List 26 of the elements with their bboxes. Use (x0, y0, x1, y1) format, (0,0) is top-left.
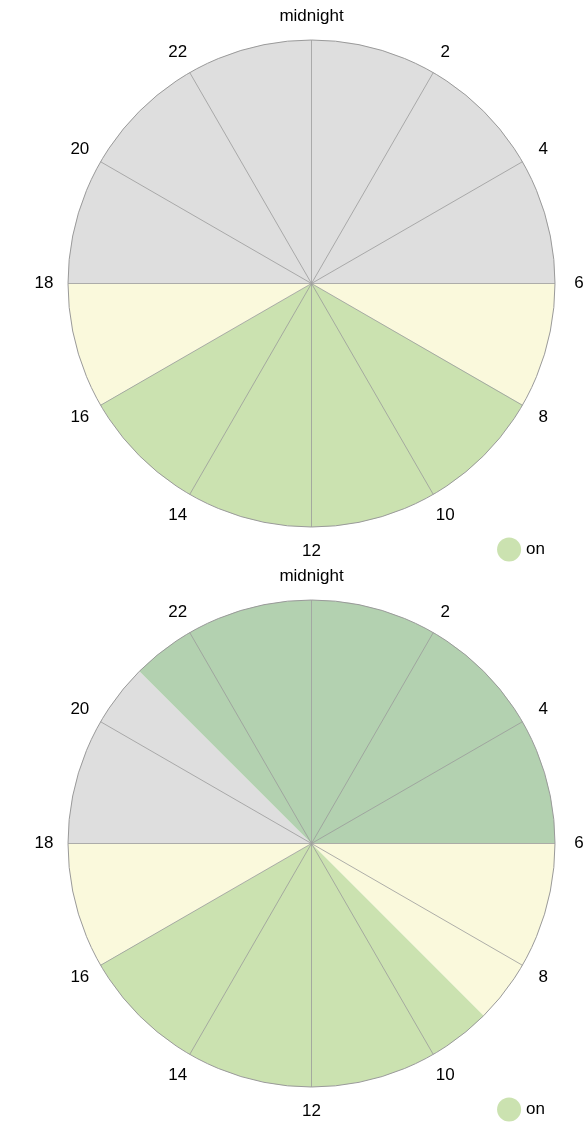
text: 14 (168, 504, 188, 524)
text: 4 (538, 699, 548, 719)
text: 10 (435, 504, 455, 524)
text: 12 (302, 1100, 321, 1120)
text: 18 (34, 273, 54, 293)
legend-label: on (526, 1099, 546, 1119)
text: 8 (538, 966, 548, 986)
text: 8 (538, 406, 548, 426)
text: midnight (279, 565, 344, 585)
text: 14 (168, 1064, 188, 1084)
text: 22 (168, 41, 188, 61)
legend-label: on (526, 539, 546, 559)
text: 22 (168, 601, 188, 621)
text: 20 (70, 699, 90, 719)
text: 16 (70, 406, 90, 426)
text: 18 (34, 833, 54, 853)
text: 12 (302, 540, 321, 560)
text: 16 (70, 966, 90, 986)
text: 4 (538, 139, 548, 159)
text: midnight (279, 5, 344, 25)
text: 20 (70, 139, 90, 159)
text: 10 (435, 1064, 455, 1084)
text: 2 (440, 41, 450, 61)
text: 6 (574, 273, 584, 293)
text: 2 (440, 601, 450, 621)
text: 6 (574, 833, 584, 853)
